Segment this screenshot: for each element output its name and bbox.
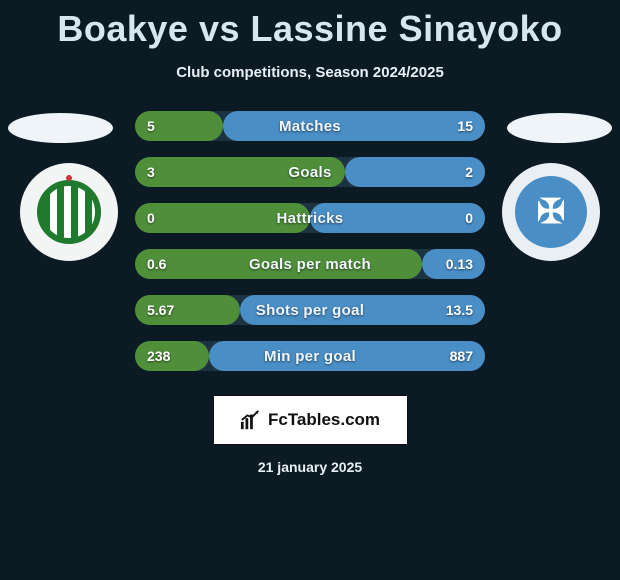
page-title: Boakye vs Lassine Sinayoko bbox=[0, 0, 620, 50]
stat-label: Matches bbox=[135, 118, 485, 135]
stat-value-right: 0.13 bbox=[446, 256, 473, 272]
brand-text: FcTables.com bbox=[268, 410, 380, 430]
stat-value-left: 5 bbox=[147, 118, 155, 134]
stat-value-left: 3 bbox=[147, 164, 155, 180]
stat-value-right: 887 bbox=[450, 348, 473, 364]
stat-bars: Matches5 15 Goals3 2 Hattricks0 0 Goals per ma… bbox=[135, 111, 485, 371]
halo-right bbox=[507, 113, 612, 143]
comparison-panel: ✠ Matches5 15 Goals3 2 Hattricks0 0 Goals per … bbox=[0, 111, 620, 475]
stat-value-left: 0.6 bbox=[147, 256, 166, 272]
stat-label: Goals bbox=[135, 164, 485, 181]
stat-value-right: 13.5 bbox=[446, 302, 473, 318]
subtitle: Club competitions, Season 2024/2025 bbox=[0, 64, 620, 81]
stat-row: Goals3 2 bbox=[135, 157, 485, 187]
stat-row: Shots per goal5.67 13.5 bbox=[135, 295, 485, 325]
stat-label: Shots per goal bbox=[135, 302, 485, 319]
stat-label: Min per goal bbox=[135, 348, 485, 365]
halo-left bbox=[8, 113, 113, 143]
date-text: 21 january 2025 bbox=[0, 459, 620, 475]
stat-value-right: 15 bbox=[457, 118, 473, 134]
stat-row: Matches5 15 bbox=[135, 111, 485, 141]
stat-value-right: 2 bbox=[465, 164, 473, 180]
asse-badge-icon bbox=[37, 180, 101, 244]
fctables-logo-icon bbox=[240, 409, 262, 431]
stat-row: Min per goal238 887 bbox=[135, 341, 485, 371]
stat-value-left: 238 bbox=[147, 348, 170, 364]
stat-label: Goals per match bbox=[135, 256, 485, 273]
stat-row: Goals per match0.6 0.13 bbox=[135, 249, 485, 279]
stat-label: Hattricks bbox=[135, 210, 485, 227]
team-crest-right: ✠ bbox=[502, 163, 600, 261]
team-crest-left bbox=[20, 163, 118, 261]
auxerre-badge-icon: ✠ bbox=[515, 176, 587, 248]
stat-value-right: 0 bbox=[465, 210, 473, 226]
stat-value-left: 5.67 bbox=[147, 302, 174, 318]
stat-row: Hattricks0 0 bbox=[135, 203, 485, 233]
stat-value-left: 0 bbox=[147, 210, 155, 226]
brand-box: FcTables.com bbox=[213, 395, 408, 445]
